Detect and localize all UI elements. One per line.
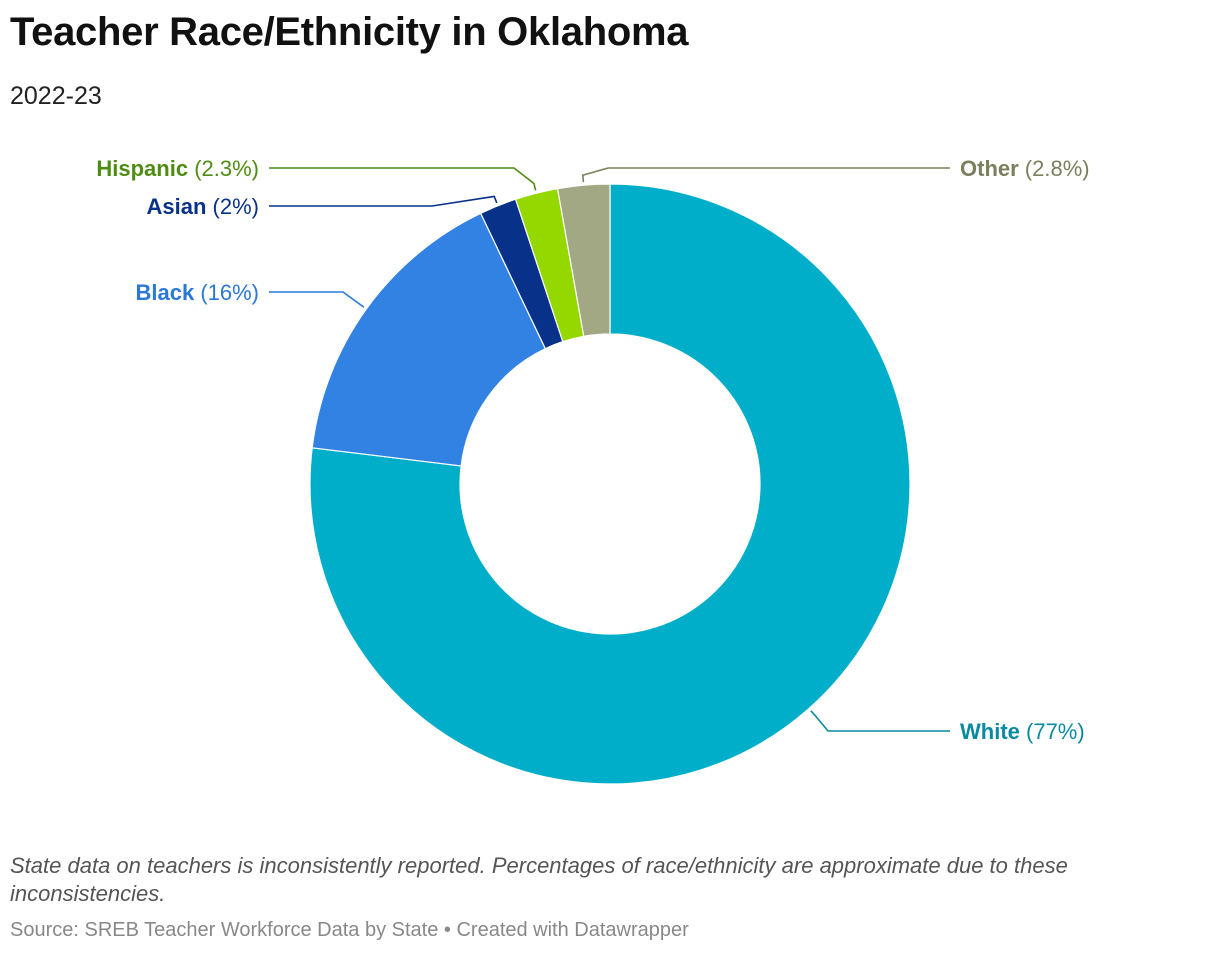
- slice-other[interactable]: [556, 183, 611, 338]
- label-asian: Asian (2%): [147, 194, 259, 219]
- label-value-asian: (2%): [206, 194, 259, 219]
- leader-line-white: [810, 710, 950, 732]
- slice-white[interactable]: [309, 183, 911, 785]
- label-value-white: (77%): [1020, 719, 1085, 744]
- label-name-black: Black: [135, 280, 194, 305]
- label-value-black: (16%): [194, 280, 259, 305]
- leader-line-black: [269, 291, 365, 308]
- leader-line-hispanic: [269, 167, 537, 191]
- chart-title: Teacher Race/Ethnicity in Oklahoma: [10, 10, 689, 54]
- label-name-hispanic: Hispanic: [96, 156, 188, 181]
- chart-subtitle: 2022-23: [10, 82, 102, 110]
- label-value-other: (2.8%): [1019, 156, 1090, 181]
- leader-line-asian: [269, 195, 498, 207]
- donut-slices: [309, 183, 911, 785]
- leader-line-other: [581, 167, 950, 183]
- label-name-other: Other: [960, 156, 1019, 181]
- label-other: Other (2.8%): [960, 156, 1090, 181]
- label-value-hispanic: (2.3%): [188, 156, 259, 181]
- label-name-asian: Asian: [147, 194, 207, 219]
- label-black: Black (16%): [135, 280, 259, 305]
- slice-labels: White (77%) Black (16%) Asian (2%) Hispanic…: [96, 156, 1089, 744]
- chart-note: State data on teachers is inconsistently…: [10, 853, 1068, 906]
- chart-source: Source: SREB Teacher Workforce Data by S…: [10, 919, 689, 941]
- label-white: White (77%): [960, 719, 1085, 744]
- leader-lines: [269, 167, 950, 732]
- slice-black[interactable]: [311, 212, 547, 467]
- label-hispanic: Hispanic (2.3%): [96, 156, 259, 181]
- label-name-white: White: [960, 719, 1020, 744]
